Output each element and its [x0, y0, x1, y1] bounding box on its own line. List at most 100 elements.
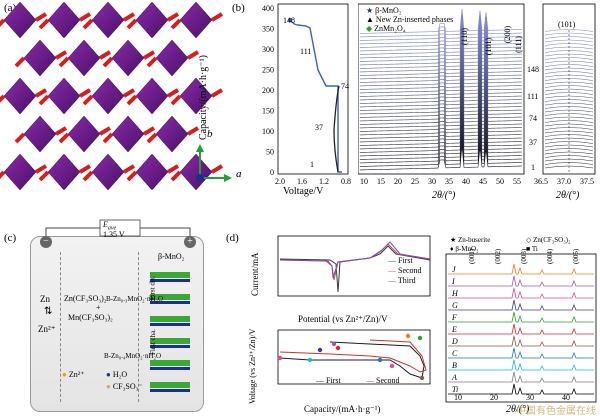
gcd-ytick: 150	[262, 107, 274, 116]
first-cha-label: First cha.	[149, 328, 158, 356]
xrd-right-111: 111	[527, 92, 539, 101]
xrd-xtick: 55	[513, 177, 521, 186]
xrd-xtick: 35	[445, 177, 453, 186]
gcd-xtick: 1.2	[319, 177, 329, 186]
gcd-xtick: 0.8	[341, 177, 351, 186]
xrd-xtick: 25	[411, 177, 419, 186]
panel-label-d: (d)	[226, 232, 239, 244]
xrd-trace	[359, 82, 523, 108]
xrd-trace	[359, 43, 523, 69]
d-xrd-trace-label: J	[452, 265, 456, 274]
mno6-octahedron	[126, 77, 180, 115]
mno6-octahedron	[82, 77, 136, 115]
peak-110: (110)	[460, 27, 470, 46]
legend-beta-mno2: ★ β-MnO₂	[366, 6, 402, 15]
gcd-ytick: 300	[262, 45, 274, 54]
zoom-trace	[544, 144, 594, 148]
zoom-trace	[544, 32, 594, 36]
d-xrd-peak-label: (004)	[546, 248, 554, 264]
d-xrd-trace	[448, 299, 594, 311]
d-xrd-trace	[448, 287, 594, 299]
xrd-trace	[359, 103, 523, 129]
gcd-frame	[277, 3, 349, 175]
zoom-xtick-2: 37.0	[557, 177, 571, 186]
panel-label-c: (c)	[4, 232, 17, 244]
gcd2-first	[279, 341, 425, 379]
zoom-xlabel: 2θ/(°)	[556, 190, 580, 201]
mno6-octahedron	[58, 115, 112, 153]
d-xrd-xtick: 20	[490, 393, 498, 402]
zoom-xtick-1: 36.5	[534, 177, 548, 186]
zoom-trace	[544, 67, 594, 71]
gcd-ytick: 400	[262, 4, 274, 13]
xrd-trace	[359, 113, 523, 139]
d-legend-buserite: ★ Zn-buserite	[450, 236, 491, 244]
panel-b-xrd-chart: 10 15 20 25 30 35 40 45 50 55	[358, 3, 525, 186]
gcd-point-37: 37	[315, 123, 323, 132]
xrd-trace	[359, 134, 523, 160]
gcd-ytick: 200	[262, 86, 274, 95]
xrd-trace	[359, 19, 523, 45]
xrd-trace	[359, 26, 523, 52]
cv-legend-third: — Third	[388, 276, 416, 285]
d-xrd-trace	[448, 359, 594, 371]
d-xrd-peak-label: (001)	[468, 248, 476, 264]
eave-label: Eave	[103, 220, 117, 232]
mno6-octahedron	[82, 1, 136, 39]
gcd-xtick: 2.0	[275, 177, 285, 186]
xrd-right-1: 1	[531, 163, 535, 172]
xrd-trace	[359, 78, 523, 104]
legend-h2o: ● H₂O	[106, 370, 128, 379]
zoom-trace	[544, 60, 594, 64]
d-xrd-trace-label: F	[451, 313, 457, 322]
cathode-region	[138, 252, 195, 402]
zoom-trace	[544, 85, 594, 88]
xrd-trace	[359, 50, 523, 76]
legend-new-zn-phases: ▲ New Zn-inserted phases	[366, 15, 454, 24]
d-xrd-peak-label: (003)	[520, 248, 528, 264]
mno6-octahedron	[58, 39, 112, 77]
zoom-trace	[544, 88, 594, 92]
gcd-ytick: 350	[262, 25, 274, 34]
gcd-ytick: 100	[262, 127, 274, 136]
peak-200: (200)	[503, 25, 513, 44]
zn-label: Zn	[40, 294, 50, 304]
gcd-point-1: 1	[310, 160, 314, 169]
zoom-trace	[544, 92, 594, 95]
gcd2-second	[279, 339, 427, 373]
zoom-trace	[544, 29, 594, 32]
xrd-trace	[359, 141, 523, 167]
mno2-interlayer	[150, 301, 190, 304]
d-xrd-trace-label: G	[452, 301, 458, 310]
zn-arrow: ⇅	[44, 306, 53, 317]
gcd2-xlabel: Capacity/(mA·h·g⁻¹)	[304, 404, 381, 414]
xrd-trace	[359, 110, 523, 136]
gcd-curve	[289, 19, 342, 173]
xrd-xtick: 20	[394, 177, 402, 186]
cv-chart	[277, 235, 431, 297]
watermark: 中国有色金属在线	[516, 406, 596, 417]
gcd-ytick: 50	[266, 148, 274, 157]
mno6-octahedron	[14, 115, 68, 153]
voltage-label: 1.35 V	[103, 230, 125, 239]
xrd-trace	[359, 36, 523, 62]
zoom-trace	[544, 39, 594, 43]
xrd-xtick: 30	[428, 177, 436, 186]
zoom-trace	[544, 141, 594, 144]
mno2-layer	[150, 272, 190, 278]
peak-111: (111)	[513, 36, 523, 53]
xrd-trace	[359, 92, 523, 118]
gcd-point-148: 148	[283, 16, 295, 25]
d-legend-ti: ■ Ti	[526, 245, 538, 253]
mno6-octahedron	[82, 153, 136, 191]
d-xrd-trace-label: H	[451, 289, 459, 298]
d-xrd-trace	[448, 275, 594, 287]
mno2-layer	[150, 294, 190, 300]
zoom-trace	[544, 116, 594, 120]
d-xrd-trace	[448, 347, 594, 359]
panel-label-b: (b)	[232, 2, 245, 14]
mno6-octahedron	[170, 77, 224, 115]
d-xrd-trace	[448, 383, 594, 395]
mno2-layer	[150, 316, 190, 322]
